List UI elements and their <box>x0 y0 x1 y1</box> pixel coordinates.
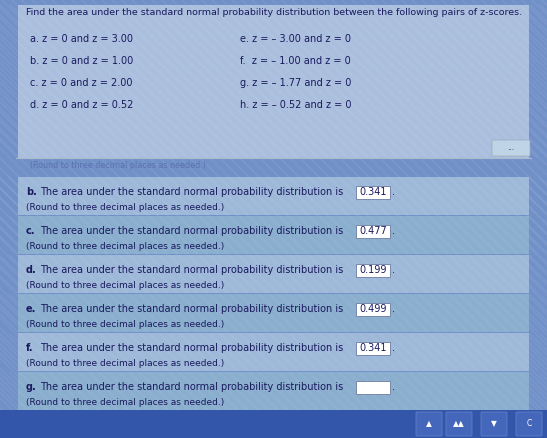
Text: ▲▲: ▲▲ <box>453 420 465 428</box>
Text: 0.499: 0.499 <box>359 304 387 314</box>
Text: d.: d. <box>26 265 37 275</box>
Text: ▼: ▼ <box>491 420 497 428</box>
FancyBboxPatch shape <box>356 225 390 238</box>
FancyBboxPatch shape <box>356 264 390 277</box>
Text: The area under the standard normal probability distribution is: The area under the standard normal proba… <box>40 304 346 314</box>
Text: .: . <box>392 382 395 392</box>
Text: .: . <box>392 304 395 314</box>
Bar <box>18 372 529 410</box>
Text: e. z = – 3.00 and z = 0: e. z = – 3.00 and z = 0 <box>240 34 351 44</box>
Text: The area under the standard normal probability distribution is: The area under the standard normal proba… <box>40 343 346 353</box>
Text: (Round to three decimal places as needed.): (Round to three decimal places as needed… <box>26 319 224 328</box>
Text: (Round to three decimal places as needed.): (Round to three decimal places as needed… <box>26 202 224 212</box>
FancyBboxPatch shape <box>516 412 542 436</box>
Bar <box>18 333 529 371</box>
FancyBboxPatch shape <box>481 412 507 436</box>
Text: ▲: ▲ <box>426 420 432 428</box>
Text: (Round to three decimal places as needed.): (Round to three decimal places as needed… <box>26 398 224 406</box>
FancyBboxPatch shape <box>356 303 390 316</box>
Text: 0.341: 0.341 <box>359 343 387 353</box>
Bar <box>0 410 547 438</box>
Text: .: . <box>392 343 395 353</box>
Text: b.: b. <box>26 187 37 197</box>
Text: .: . <box>392 226 395 236</box>
Text: 0.477: 0.477 <box>359 226 387 237</box>
Text: g.: g. <box>26 382 37 392</box>
Text: Find the area under the standard normal probability distribution between the fol: Find the area under the standard normal … <box>26 8 522 17</box>
Text: (Round to three decimal places as needed.): (Round to three decimal places as needed… <box>26 280 224 290</box>
Bar <box>18 177 529 215</box>
Text: e.: e. <box>26 304 36 314</box>
FancyBboxPatch shape <box>356 186 390 199</box>
Text: (Round to three decimal places as needed.): (Round to three decimal places as needed… <box>30 161 206 170</box>
FancyBboxPatch shape <box>416 412 442 436</box>
Text: c. z = 0 and z = 2.00: c. z = 0 and z = 2.00 <box>30 78 132 88</box>
Text: The area under the standard normal probability distribution is: The area under the standard normal proba… <box>40 265 346 275</box>
Bar <box>18 5 529 158</box>
FancyBboxPatch shape <box>356 342 390 355</box>
Text: .: . <box>392 187 395 197</box>
Text: The area under the standard normal probability distribution is: The area under the standard normal proba… <box>40 226 346 236</box>
Bar <box>18 216 529 254</box>
FancyBboxPatch shape <box>492 140 530 156</box>
Bar <box>18 294 529 332</box>
Text: 0.199: 0.199 <box>359 265 387 276</box>
Bar <box>18 255 529 293</box>
Text: a. z = 0 and z = 3.00: a. z = 0 and z = 3.00 <box>30 34 133 44</box>
Text: (Round to three decimal places as needed.): (Round to three decimal places as needed… <box>26 241 224 251</box>
FancyBboxPatch shape <box>446 412 472 436</box>
Text: f.: f. <box>26 343 33 353</box>
Text: .: . <box>392 265 395 275</box>
Text: f.  z = – 1.00 and z = 0: f. z = – 1.00 and z = 0 <box>240 56 351 66</box>
Text: b. z = 0 and z = 1.00: b. z = 0 and z = 1.00 <box>30 56 133 66</box>
Text: The area under the standard normal probability distribution is: The area under the standard normal proba… <box>40 382 346 392</box>
FancyBboxPatch shape <box>356 381 390 394</box>
Text: (Round to three decimal places as needed.): (Round to three decimal places as needed… <box>26 359 224 367</box>
Text: d. z = 0 and z = 0.52: d. z = 0 and z = 0.52 <box>30 100 133 110</box>
Text: h. z = – 0.52 and z = 0: h. z = – 0.52 and z = 0 <box>240 100 352 110</box>
Text: ...: ... <box>508 144 515 152</box>
Text: c.: c. <box>26 226 36 236</box>
Text: 0.341: 0.341 <box>359 187 387 198</box>
Text: g. z = – 1.77 and z = 0: g. z = – 1.77 and z = 0 <box>240 78 351 88</box>
Text: C: C <box>526 420 532 428</box>
Text: The area under the standard normal probability distribution is: The area under the standard normal proba… <box>40 187 346 197</box>
